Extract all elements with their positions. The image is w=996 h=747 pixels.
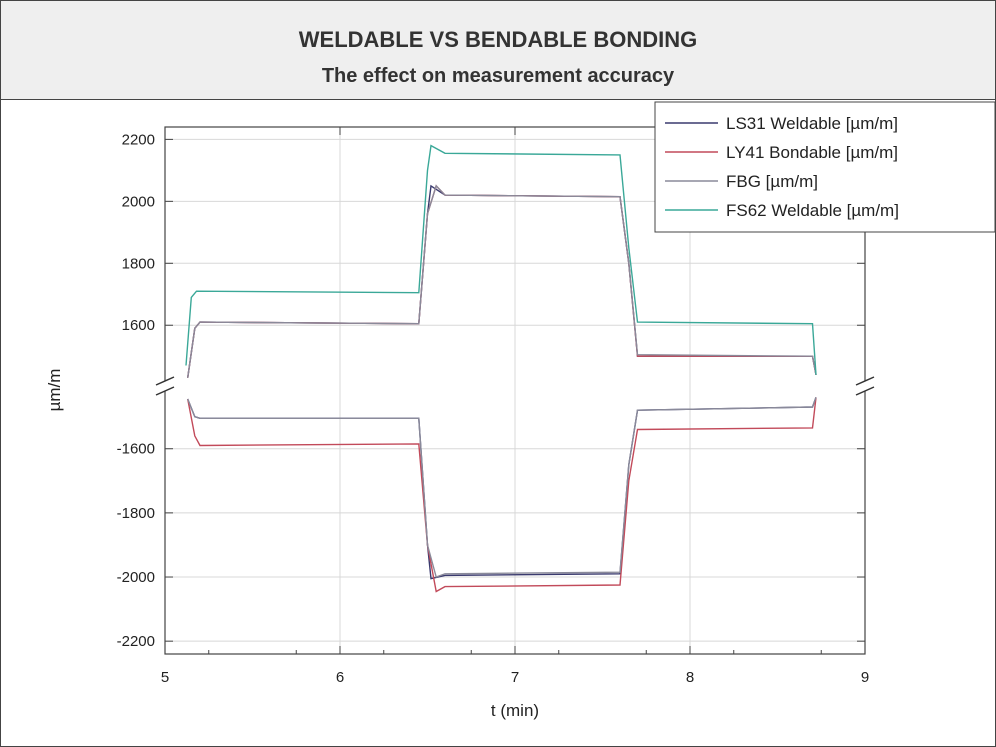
- series-line-lower-ls31: [187, 397, 817, 580]
- axis-break-mark: [155, 386, 175, 396]
- axis-break-mark: [155, 376, 175, 386]
- y-tick-label: -1600: [117, 441, 155, 458]
- x-axis-label: t (min): [491, 701, 539, 720]
- axis-break-gap: [857, 381, 873, 391]
- legend-label: LY41 Bondable [µm/m]: [726, 143, 898, 162]
- legend: LS31 Weldable [µm/m] LY41 Bondable [µm/m]…: [654, 101, 996, 233]
- axis-break-gap: [157, 381, 173, 391]
- series-line-upper-fs62: [185, 144, 817, 375]
- axis-break-mark: [855, 376, 875, 386]
- figure-title: WELDABLE VS BENDABLE BONDING: [298, 27, 698, 52]
- legend-label: LS31 Weldable [µm/m]: [726, 114, 898, 133]
- x-tick-label: 8: [686, 669, 694, 686]
- series-line-upper-fbg: [187, 184, 817, 378]
- x-tick-label: 5: [161, 669, 169, 686]
- series-line-lower-fbg: [187, 397, 817, 578]
- axis-breaks: [155, 376, 875, 396]
- strain-chart: 5 6 7 8 9 2200 2000 1800 1600 -1600 -1800 -2000 -220…: [45, 101, 996, 720]
- series-line-lower-ly41: [187, 397, 817, 593]
- figure-subtitle: The effect on measurement accuracy: [321, 65, 675, 87]
- axis-ticks: 5 6 7 8 9 2200 2000 1800 1600 -1600 -1800 -2000 -220…: [117, 127, 869, 686]
- x-tick-label: 9: [861, 669, 869, 686]
- grid-lines: [165, 127, 865, 654]
- y-axis-label: µm/m: [45, 369, 64, 412]
- legend-label: FS62 Weldable [µm/m]: [726, 201, 899, 220]
- y-tick-label: -1800: [117, 505, 155, 522]
- series-lines: [185, 144, 817, 593]
- y-tick-label: -2200: [117, 633, 155, 650]
- y-tick-label: 2200: [122, 131, 155, 148]
- y-tick-label: 1800: [122, 255, 155, 272]
- figure-header: WELDABLE VS BENDABLE BONDING The effect …: [1, 1, 995, 100]
- axis-break-mark: [855, 386, 875, 396]
- y-tick-label: 1600: [122, 317, 155, 334]
- x-tick-label: 7: [511, 669, 519, 686]
- y-tick-label: -2000: [117, 569, 155, 586]
- legend-label: FBG [µm/m]: [726, 172, 818, 191]
- x-tick-label: 6: [336, 669, 344, 686]
- y-tick-label: 2000: [122, 193, 155, 210]
